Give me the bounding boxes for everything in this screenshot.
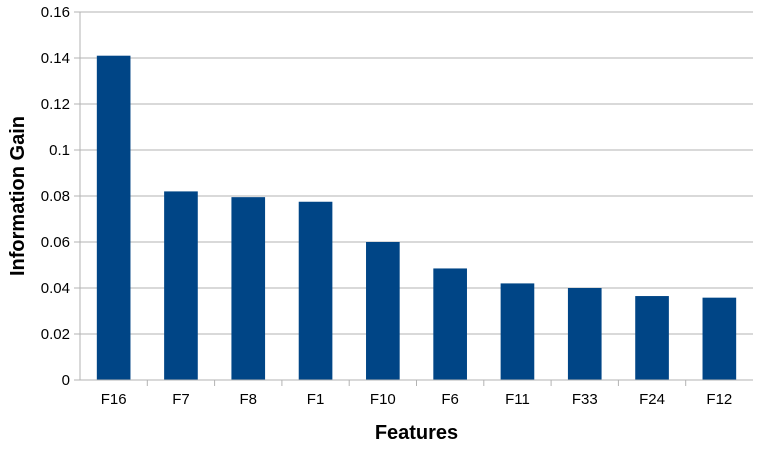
- bar-f24: [635, 296, 669, 380]
- x-axis-title: Features: [375, 422, 458, 444]
- y-tick-label: 0.16: [41, 4, 70, 21]
- bar-f8: [231, 197, 266, 380]
- y-tick-label: 0.14: [41, 50, 70, 67]
- y-axis-title: Information Gain: [7, 116, 29, 276]
- x-tick-label: F11: [505, 391, 530, 408]
- y-tick-label: 0.02: [41, 326, 70, 343]
- bar-f12: [702, 297, 737, 380]
- x-tick-label: F7: [172, 391, 190, 408]
- bar-f7: [164, 191, 198, 380]
- y-tick-label: 0.06: [41, 234, 70, 251]
- y-tick-labels: 0 0.02 0.04 0.06 0.08 0.1 0.12 0.14 0.16: [41, 4, 70, 389]
- x-tick-label: F10: [370, 391, 396, 408]
- bar-f33: [567, 288, 602, 380]
- bar-f6: [433, 268, 467, 380]
- axes: [74, 11, 753, 386]
- bar-f1: [298, 201, 333, 380]
- y-tick-label: 0.08: [41, 188, 70, 205]
- x-tick-labels: F16 F7 F8 F1 F10 F6 F11 F33 F24 F12: [101, 391, 733, 408]
- x-tick-label: F6: [441, 391, 459, 408]
- y-tick-label: 0.12: [41, 96, 70, 113]
- bar-f10: [366, 242, 400, 380]
- x-tick-label: F8: [239, 391, 257, 408]
- bar-f11: [500, 283, 535, 380]
- bar-f16: [96, 55, 131, 380]
- x-tick-label: F24: [639, 391, 665, 408]
- y-tick-label: 0: [62, 372, 70, 389]
- x-tick-label: F1: [307, 391, 325, 408]
- x-tick-label: F12: [706, 391, 732, 408]
- x-tick-label: F16: [101, 391, 127, 408]
- y-tick-label: 0.04: [41, 280, 70, 297]
- y-tick-label: 0.1: [49, 142, 70, 159]
- bars: [96, 55, 737, 380]
- x-tick-label: F33: [572, 391, 598, 408]
